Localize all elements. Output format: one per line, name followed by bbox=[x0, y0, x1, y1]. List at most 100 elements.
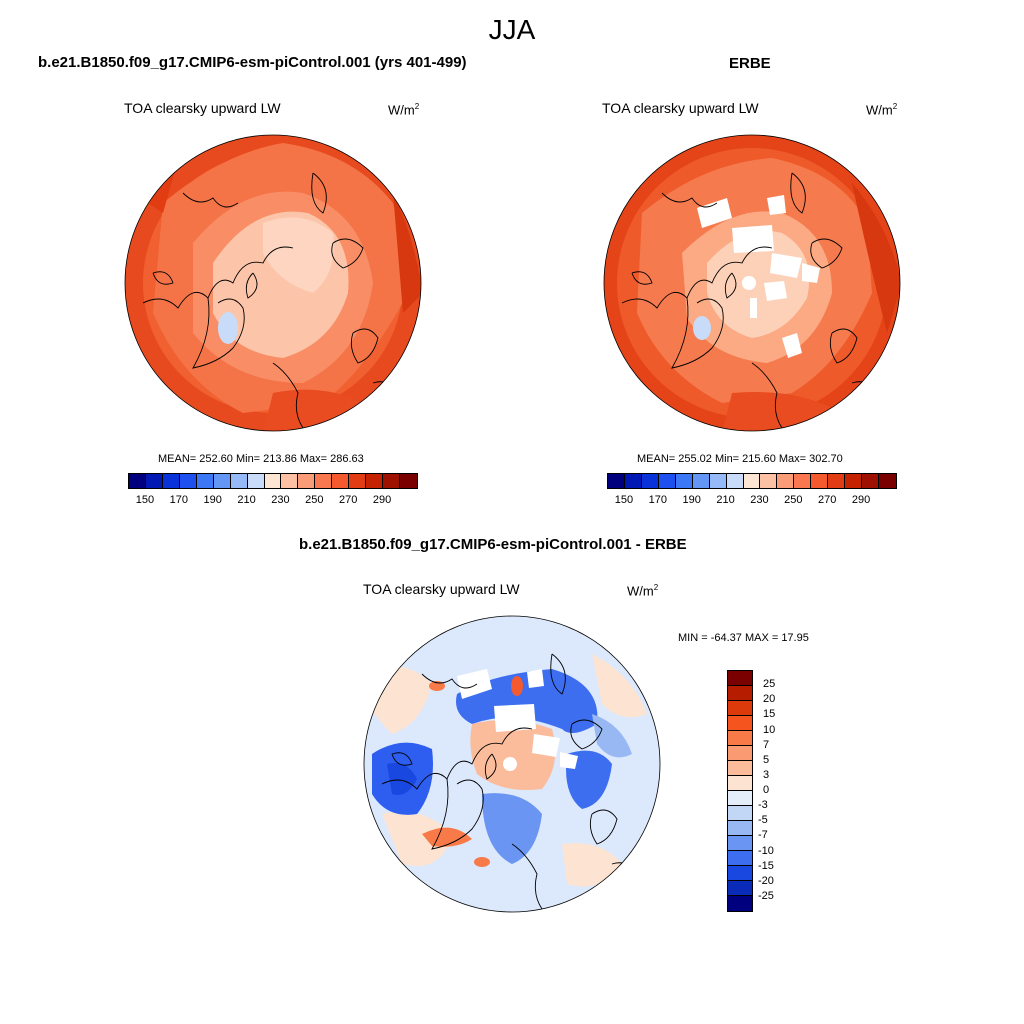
colorbar-swatch bbox=[862, 474, 879, 488]
colorbar-swatch bbox=[179, 474, 197, 488]
panel-2-variable-title: TOA clearsky upward LW bbox=[602, 100, 759, 116]
colorbar-swatch bbox=[196, 474, 214, 488]
colorbar-tick-label: 0 bbox=[763, 784, 770, 796]
colorbar-tick-label: 20 bbox=[763, 693, 776, 706]
panel-2-case-title: ERBE bbox=[729, 55, 771, 72]
panel-1-variable-title: TOA clearsky upward LW bbox=[124, 100, 281, 116]
panel-3-colorbar-ticks: 25 20 15 10 7 5 3 0 -3 -5 -7 -10 -15 -20 -25 bbox=[758, 670, 798, 910]
colorbar-swatch bbox=[728, 836, 752, 851]
panel-3-stats: MIN = -64.37 MAX = 17.95 bbox=[678, 632, 809, 644]
colorbar-swatch bbox=[162, 474, 180, 488]
panel-1-colorbar-ticks: 150 170 190 210 230 250 270 290 bbox=[128, 494, 416, 508]
colorbar-tick-label: 170 bbox=[169, 494, 188, 506]
colorbar-tick-label: 250 bbox=[305, 494, 324, 506]
panel-3-case-title: b.e21.B1850.f09_g17.CMIP6-esm-piControl.… bbox=[299, 536, 687, 553]
colorbar-swatch bbox=[728, 686, 752, 701]
colorbar-swatch bbox=[315, 474, 333, 488]
panel-3-colorbar bbox=[727, 670, 753, 912]
colorbar-tick-label: 230 bbox=[271, 494, 290, 506]
colorbar-tick-label: 210 bbox=[237, 494, 256, 506]
colorbar-tick-label: 3 bbox=[763, 768, 770, 781]
colorbar-tick-label: 25 bbox=[763, 678, 776, 691]
colorbar-swatch bbox=[743, 474, 761, 488]
colorbar-swatch bbox=[794, 474, 812, 488]
colorbar-tick-label: 250 bbox=[784, 494, 803, 506]
panel-3-negative-anomaly bbox=[456, 669, 598, 733]
colorbar-swatch bbox=[692, 474, 710, 488]
panel-1-case-title: b.e21.B1850.f09_g17.CMIP6-esm-piControl.… bbox=[38, 54, 467, 71]
panel-3-missing-data bbox=[457, 669, 578, 771]
colorbar-tick-label: -25 bbox=[758, 889, 774, 902]
colorbar-swatch bbox=[811, 474, 829, 488]
colorbar-swatch bbox=[366, 474, 384, 488]
colorbar-swatch bbox=[728, 881, 752, 896]
colorbar-tick-label: -15 bbox=[758, 859, 774, 872]
panel-2-stats: MEAN= 255.02 Min= 215.60 Max= 302.70 bbox=[637, 453, 843, 465]
panel-1-coastlines bbox=[142, 172, 399, 429]
panel-2-colorbar-ticks: 150 170 190 210 230 250 270 290 bbox=[607, 494, 895, 508]
panel-3-variable-title: TOA clearsky upward LW bbox=[363, 581, 520, 597]
panel-3-map bbox=[363, 615, 661, 913]
panel-2-coastlines bbox=[621, 172, 878, 429]
colorbar-swatch bbox=[879, 474, 896, 488]
colorbar-swatch bbox=[298, 474, 316, 488]
colorbar-tick-label: 15 bbox=[763, 708, 776, 721]
colorbar-tick-label: 270 bbox=[818, 494, 837, 506]
colorbar-tick-label: -5 bbox=[758, 814, 768, 827]
colorbar-swatch bbox=[675, 474, 693, 488]
colorbar-swatch bbox=[213, 474, 231, 488]
colorbar-swatch bbox=[641, 474, 659, 488]
colorbar-tick-label: 7 bbox=[763, 738, 770, 751]
colorbar-swatch bbox=[777, 474, 795, 488]
colorbar-tick-label: 150 bbox=[614, 494, 634, 506]
panel-1-greenland-low bbox=[218, 312, 238, 344]
panel-1-units: W/m2 bbox=[388, 102, 420, 118]
colorbar-swatch bbox=[608, 474, 625, 488]
colorbar-swatch bbox=[624, 474, 642, 488]
panel-2-greenland-low bbox=[693, 316, 711, 340]
colorbar-swatch bbox=[728, 821, 752, 836]
colorbar-swatch bbox=[728, 866, 752, 881]
colorbar-tick-label: 150 bbox=[135, 494, 155, 506]
panel-1-colorbar bbox=[128, 473, 418, 489]
colorbar-swatch bbox=[728, 731, 752, 746]
colorbar-swatch bbox=[129, 474, 146, 488]
panel-2-units: W/m2 bbox=[866, 102, 898, 118]
panel-3-units: W/m2 bbox=[627, 583, 659, 599]
colorbar-tick-label: 270 bbox=[339, 494, 358, 506]
figure-title: JJA bbox=[488, 14, 536, 45]
colorbar-tick-label: 210 bbox=[716, 494, 735, 506]
colorbar-tick-label: -3 bbox=[758, 799, 768, 812]
colorbar-swatch bbox=[728, 806, 752, 821]
colorbar-tick-label: 290 bbox=[851, 494, 871, 506]
colorbar-swatch bbox=[349, 474, 367, 488]
colorbar-swatch bbox=[728, 701, 752, 716]
colorbar-swatch bbox=[383, 474, 400, 488]
colorbar-swatch bbox=[332, 474, 350, 488]
colorbar-tick-label: -20 bbox=[758, 874, 774, 887]
colorbar-swatch bbox=[728, 776, 752, 791]
colorbar-swatch bbox=[728, 761, 752, 776]
colorbar-swatch bbox=[400, 474, 417, 488]
colorbar-swatch bbox=[230, 474, 248, 488]
colorbar-swatch bbox=[658, 474, 676, 488]
colorbar-swatch bbox=[247, 474, 265, 488]
panel-3-positive-anomaly bbox=[422, 827, 472, 847]
colorbar-tick-label: 230 bbox=[750, 494, 769, 506]
colorbar-swatch bbox=[728, 746, 752, 761]
colorbar-swatch bbox=[845, 474, 863, 488]
colorbar-tick-label: 170 bbox=[648, 494, 667, 506]
panel-2-colorbar bbox=[607, 473, 897, 489]
colorbar-swatch bbox=[760, 474, 778, 488]
colorbar-tick-label: 190 bbox=[682, 494, 701, 506]
colorbar-tick-label: -7 bbox=[758, 829, 768, 842]
colorbar-tick-label: 5 bbox=[763, 753, 770, 766]
colorbar-swatch bbox=[726, 474, 744, 488]
colorbar-swatch bbox=[264, 474, 282, 488]
colorbar-tick-label: -10 bbox=[758, 844, 774, 857]
colorbar-swatch bbox=[709, 474, 727, 488]
colorbar-tick-label: 290 bbox=[372, 494, 392, 506]
colorbar-swatch bbox=[728, 671, 752, 686]
colorbar-swatch bbox=[728, 716, 752, 731]
colorbar-swatch bbox=[145, 474, 163, 488]
